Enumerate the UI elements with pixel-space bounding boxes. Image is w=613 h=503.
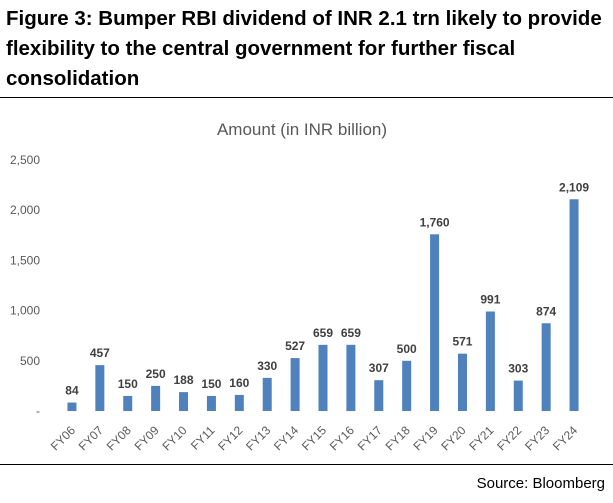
bar [206,395,216,411]
x-tick-label: FY16 [327,423,357,453]
x-tick-label: FY08 [104,423,134,453]
data-label: 457 [90,346,110,360]
bar [569,199,579,411]
bar [402,360,412,411]
bar [262,377,272,411]
data-label: 160 [229,376,249,390]
y-tick-label: 1,500 [10,253,40,267]
data-label: 2,109 [559,180,589,194]
bar [485,311,495,411]
data-label: 303 [508,362,528,376]
bar [374,380,384,411]
data-label: 500 [397,342,417,356]
x-tick-label: FY07 [76,423,106,453]
data-label: 1,760 [420,215,450,229]
bottom-rule [0,464,613,465]
data-label: 659 [313,326,333,340]
bar [430,234,440,411]
y-tick-label: 1,000 [10,304,40,318]
y-tick-label: 2,500 [10,153,40,167]
y-tick-label: - [36,404,40,418]
x-tick-label: FY10 [159,423,189,453]
data-label: 571 [452,335,472,349]
bar-series [67,199,579,411]
x-tick-label: FY17 [355,423,385,453]
data-label: 874 [536,304,556,318]
bar-chart: Amount (in INR billion) - 500 1,000 1,500 2,… [10,120,589,453]
x-tick-label: FY23 [522,423,552,453]
x-tick-label: FY20 [438,423,468,453]
bar [290,358,300,411]
bar [457,353,467,411]
bar [67,402,77,411]
bar [318,344,328,411]
data-labels: 84 457 150 250 188 150 160 330 527 659 659 307 500 1,… [65,180,589,397]
y-tick-label: 2,000 [10,203,40,217]
x-tick-label: FY21 [466,423,496,453]
x-tick-label: FY19 [411,423,441,453]
top-rule [0,97,613,98]
data-label: 150 [201,377,221,391]
data-label: 307 [369,361,389,375]
x-tick-label: FY18 [383,423,413,453]
figure-title: Figure 3: Bumper RBI dividend of INR 2.1… [6,7,602,90]
bar [95,365,105,411]
x-tick-label: FY22 [494,423,524,453]
bar [151,385,161,411]
data-label: 991 [480,293,500,307]
x-tick-label: FY06 [48,423,78,453]
y-tick-label: 500 [20,354,40,368]
y-axis: - 500 1,000 1,500 2,000 2,500 [10,153,40,418]
bar [513,380,523,411]
x-tick-label: FY09 [132,423,162,453]
data-label: 188 [174,373,194,387]
x-tick-label: FY12 [215,423,245,453]
data-label: 330 [257,359,277,373]
data-label: 250 [146,367,166,381]
x-tick-label: FY13 [243,423,273,453]
data-label: 150 [118,377,138,391]
x-tick-label: FY11 [188,423,218,453]
bar [234,394,244,411]
chart-title: Amount (in INR billion) [217,120,387,139]
bar [346,344,356,411]
bar [541,323,551,411]
data-label: 527 [285,339,305,353]
source-note: Source: Bloomberg [476,475,605,492]
data-label: 84 [65,384,79,398]
x-tick-label: FY15 [299,423,329,453]
x-tick-label: FY14 [271,423,301,453]
bar [123,395,133,411]
x-tick-label: FY24 [550,423,580,453]
x-axis: FY06FY07FY08FY09FY10FY11FY12FY13FY14FY15… [48,423,581,453]
data-label: 659 [341,326,361,340]
bar [179,392,189,411]
